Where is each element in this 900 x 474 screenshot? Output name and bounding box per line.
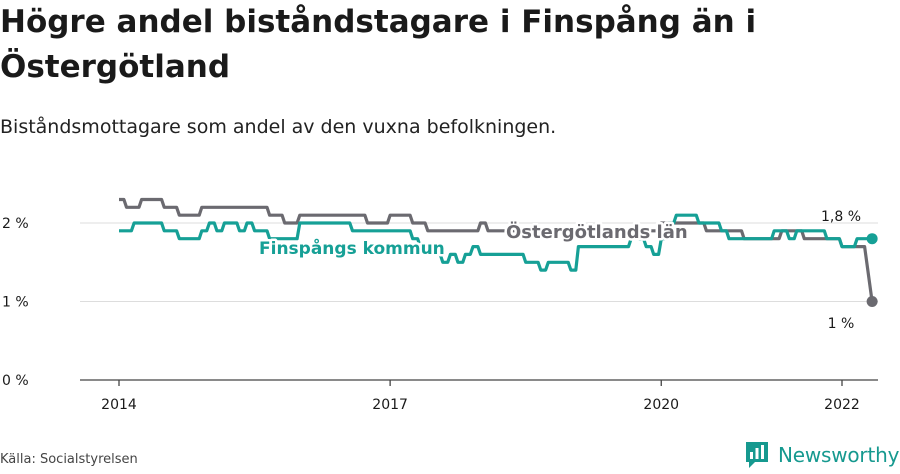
line-chart: 0 % 1 % 2 % 2014 2017 2020 2022 Östergötlands …: [2, 197, 878, 413]
x-tick-label: 2017: [372, 397, 408, 413]
series-label-ostergotland: Östergötlands län: [506, 221, 688, 243]
chart-subtitle: Biståndsmottagare som andel av den vuxna…: [0, 116, 557, 138]
series-line-ostergotland: [119, 197, 874, 302]
x-tick-label: 2014: [101, 397, 137, 413]
series-label-finspang: Finspångs kommun: [259, 237, 445, 259]
end-point-ostergotland: [866, 296, 878, 307]
newsworthy-chart-icon: [746, 442, 768, 468]
x-tick-label: 2022: [824, 397, 860, 413]
y-tick-label: 2 %: [2, 216, 29, 232]
newsworthy-logo: Newsworthy: [744, 440, 899, 470]
x-tick-label: 2020: [643, 397, 679, 413]
chart-title: Högre andel biståndstagare i Finspång än…: [0, 4, 757, 85]
series-lines: [119, 197, 878, 307]
end-label-finspang: 1,8 %: [821, 209, 861, 225]
end-label-ostergotland: 1 %: [828, 316, 855, 332]
y-tick-label: 1 %: [2, 295, 29, 311]
y-tick-label: 0 %: [2, 373, 29, 389]
series-line-finspang: [119, 213, 873, 272]
axes: 0 % 1 % 2 % 2014 2017 2020 2022: [2, 216, 878, 413]
source-note: Källa: Socialstyrelsen: [0, 452, 138, 467]
end-point-finspang: [866, 233, 878, 245]
brand-name: Newsworthy: [778, 443, 900, 467]
series-labels: Östergötlands län Finspångs kommun 1,8 %…: [257, 209, 862, 332]
